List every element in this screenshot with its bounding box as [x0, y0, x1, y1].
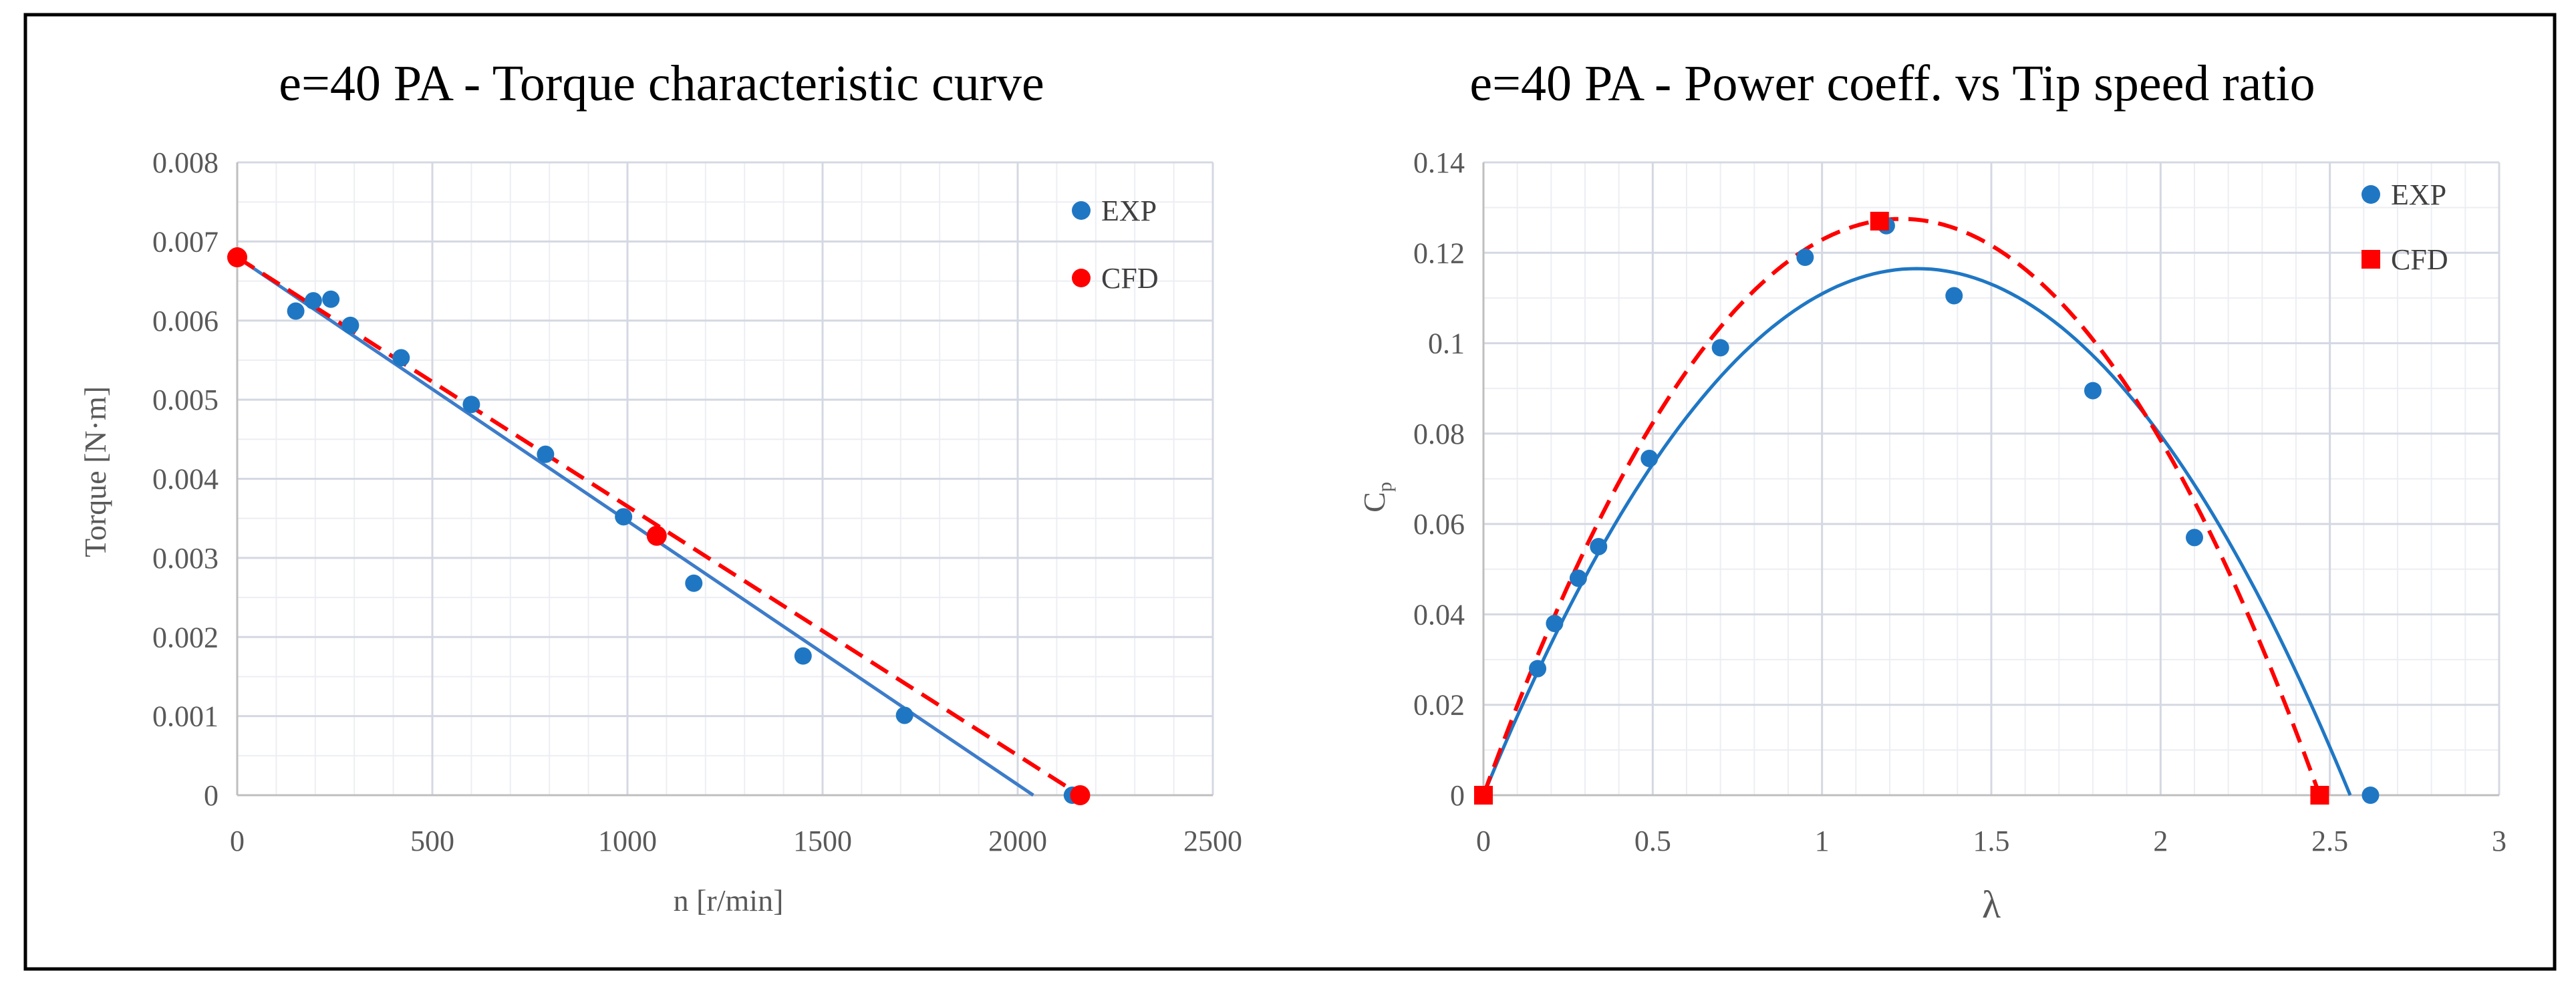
cp-y-tick-label: 0.02 [1413, 689, 1465, 722]
cp-exp-point [1945, 287, 1963, 305]
cp-exp-point [2186, 529, 2203, 547]
cp-y-axis-label-main: C [1357, 492, 1391, 513]
cp-exp-point [1569, 569, 1587, 587]
torque-legend-cfd-marker [1072, 269, 1091, 287]
cp-y-axis-label: Cp [1357, 482, 1396, 513]
cp-legend-exp-label: EXP [2391, 178, 2446, 211]
cp-trendlines [1481, 217, 2352, 797]
cp-y-tick-label: 0.12 [1413, 237, 1465, 269]
cp-x-tick-label: 0.5 [1634, 825, 1671, 857]
torque-y-tick-label: 0.001 [152, 700, 219, 733]
torque-y-tick-label: 0.004 [152, 463, 219, 496]
cp-tick-labels: 0 0.5 1 1.5 2 2.5 3 0 0.02 0.04 0.06 0.08 0.1 0.12 0.1… [1413, 146, 2507, 857]
torque-x-tick-label: 1500 [793, 825, 852, 857]
torque-exp-point [537, 445, 555, 463]
cp-y-tick-label: 0.14 [1413, 146, 1465, 179]
torque-gridlines [236, 161, 1214, 797]
torque-y-tick-label: 0.002 [152, 621, 219, 654]
cp-x-tick-label: 2.5 [2311, 825, 2348, 857]
torque-exp-point [392, 349, 410, 367]
torque-data-points [227, 247, 1091, 805]
torque-exp-point [895, 706, 913, 724]
cp-y-tick-label: 0.1 [1428, 327, 1465, 360]
cp-exp-point [1711, 339, 1729, 357]
torque-x-tick-label: 0 [230, 825, 245, 857]
torque-legend-exp-label: EXP [1101, 194, 1157, 227]
cp-exp-point [2362, 787, 2380, 804]
cp-x-tick-label: 1 [1815, 825, 1830, 857]
cp-x-axis-label: λ [1982, 883, 2001, 926]
cp-chart-title: e=40 PA - Power coeff. vs Tip speed rati… [1469, 55, 2315, 112]
cp-exp-point [1529, 660, 1547, 678]
cp-exp-point [1546, 614, 1564, 632]
cp-chart: e=40 PA - Power coeff. vs Tip speed rati… [1357, 55, 2507, 926]
torque-exp-point [341, 316, 360, 334]
torque-chart-title: e=40 PA - Torque characteristic curve [279, 55, 1044, 112]
torque-legend: EXP CFD [1072, 194, 1159, 295]
cp-cfd-point [1870, 211, 1889, 231]
cp-y-tick-label: 0 [1450, 779, 1465, 812]
cp-legend-exp-marker [2362, 185, 2380, 204]
torque-x-tick-label: 2000 [988, 825, 1047, 857]
cp-y-tick-label: 0.08 [1413, 418, 1465, 450]
torque-cfd-point [1070, 785, 1091, 805]
torque-y-tick-label: 0.007 [152, 225, 219, 258]
torque-y-tick-label: 0.006 [152, 305, 219, 337]
torque-x-axis-label: n [r/min] [674, 883, 784, 918]
torque-y-tick-label: 0.008 [152, 146, 219, 179]
torque-x-tick-label: 1000 [598, 825, 657, 857]
torque-cfd-point [646, 525, 667, 546]
torque-y-axis-label: Torque [N·m] [78, 386, 112, 557]
torque-tick-labels: 0 500 1000 1500 2000 2500 0 0.001 0.002 0.003 0.00… [152, 146, 1242, 857]
cp-x-tick-label: 2 [2153, 825, 2168, 857]
cp-x-tick-label: 3 [2492, 825, 2507, 857]
cp-exp-point [1640, 450, 1659, 468]
cp-y-tick-label: 0.04 [1413, 598, 1465, 631]
torque-exp-point [287, 302, 305, 320]
torque-exp-point [794, 647, 812, 665]
torque-y-tick-label: 0.003 [152, 542, 219, 575]
figure-border [23, 13, 2557, 971]
cp-legend: EXP CFD [2362, 178, 2448, 276]
torque-exp-trendline [236, 255, 1034, 797]
torque-legend-cfd-label: CFD [1101, 262, 1159, 295]
cp-exp-point [1796, 249, 1814, 267]
cp-cfd-trendline [1481, 217, 2322, 797]
torque-chart: e=40 PA - Torque characteristic curve 0 5… [78, 55, 1242, 918]
torque-exp-point [685, 574, 703, 592]
cp-data-points [1474, 211, 2380, 805]
torque-exp-point [615, 508, 633, 526]
torque-y-tick-label: 0 [204, 779, 219, 812]
torque-x-tick-label: 500 [410, 825, 454, 857]
torque-exp-point [322, 290, 340, 308]
cp-x-tick-label: 1.5 [1973, 825, 2010, 857]
cp-exp-point [2084, 382, 2102, 400]
cp-x-tick-label: 0 [1476, 825, 1491, 857]
cp-exp-trendline [1481, 267, 2352, 796]
torque-exp-point [462, 396, 480, 414]
cp-legend-cfd-label: CFD [2391, 243, 2448, 276]
cp-y-axis-label-sub: p [1374, 482, 1396, 492]
torque-legend-exp-marker [1072, 201, 1091, 220]
torque-exp-point [304, 292, 322, 310]
cp-cfd-point [2310, 786, 2329, 805]
torque-cfd-point [227, 247, 247, 268]
cp-legend-cfd-marker [2362, 250, 2380, 269]
cp-cfd-point [1474, 786, 1493, 805]
torque-y-tick-label: 0.005 [152, 384, 219, 416]
cp-y-tick-label: 0.06 [1413, 508, 1465, 541]
cp-gridlines [1482, 161, 2500, 797]
torque-x-tick-label: 2500 [1183, 825, 1242, 857]
cp-exp-point [1590, 537, 1608, 555]
